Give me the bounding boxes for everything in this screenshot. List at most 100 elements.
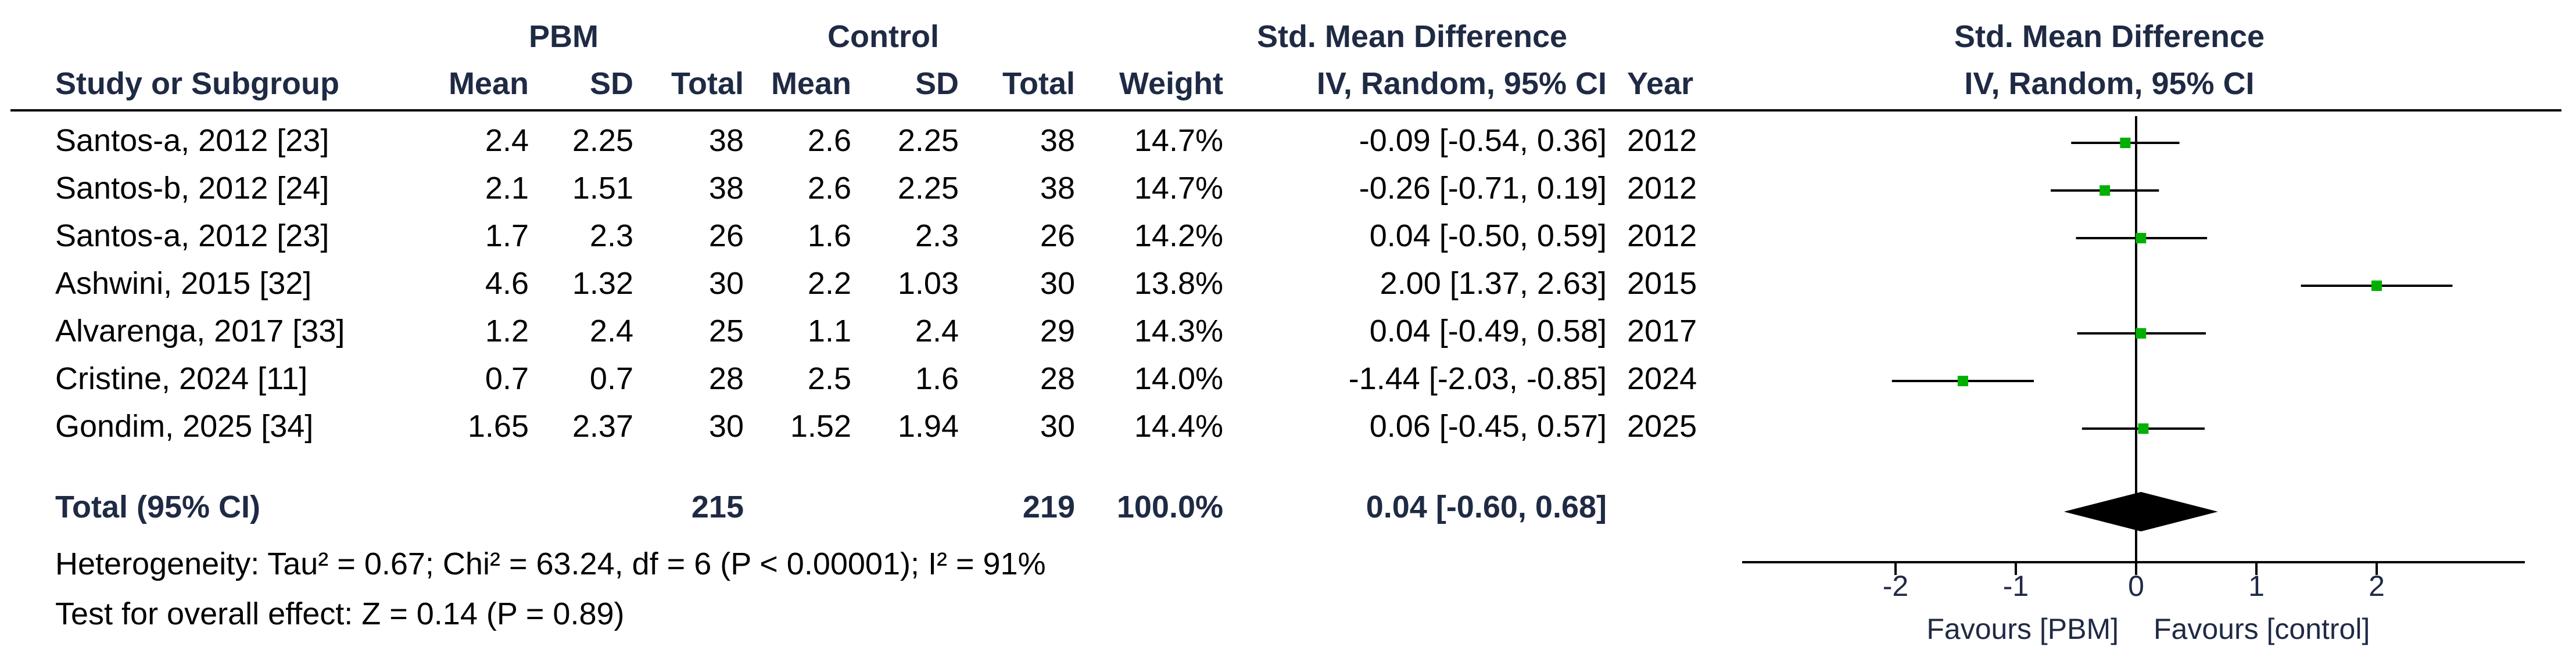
study-year: 2012: [1627, 218, 1697, 253]
study-year: 2012: [1627, 171, 1697, 206]
header-underline: [10, 109, 2561, 112]
study-name: Santos-b, 2012 [24]: [55, 171, 329, 206]
x-tick-label: -2: [1883, 570, 1908, 602]
study-name: Santos-a, 2012 [23]: [55, 218, 329, 253]
weight: 14.7%: [1134, 123, 1223, 158]
study-name: Gondim, 2025 [34]: [55, 409, 314, 444]
pbm-total: 38: [708, 171, 744, 206]
smd-ci: 0.04 [-0.50, 0.59]: [1369, 218, 1607, 253]
smd-ci: -1.44 [-2.03, -0.85]: [1348, 361, 1607, 396]
plot-header-subtitle: IV, Random, 95% CI: [1964, 66, 2255, 101]
weight: 14.4%: [1134, 409, 1223, 444]
col-header-pbm-total: Total: [671, 66, 744, 101]
total-control-n: 219: [1022, 490, 1075, 524]
plot-header-title: Std. Mean Difference: [1954, 19, 2265, 54]
smd-ci: -0.09 [-0.54, 0.36]: [1359, 123, 1607, 158]
pbm-mean: 1.7: [485, 218, 529, 253]
study-year: 2012: [1627, 123, 1697, 158]
pbm-mean: 2.1: [485, 171, 529, 206]
pbm-sd: 1.32: [572, 266, 633, 301]
control-total: 29: [1040, 314, 1075, 348]
pbm-sd: 2.4: [589, 314, 633, 348]
smd-ci: -0.26 [-0.71, 0.19]: [1359, 171, 1607, 206]
control-total: 28: [1040, 361, 1075, 396]
x-tick-label: 0: [2128, 570, 2144, 602]
control-mean: 2.6: [807, 171, 851, 206]
pbm-sd: 0.7: [589, 361, 633, 396]
control-total: 26: [1040, 218, 1075, 253]
pbm-mean: 0.7: [485, 361, 529, 396]
study-name: Alvarenga, 2017 [33]: [55, 314, 345, 348]
overall-effect-text: Test for overall effect: Z = 0.14 (P = 0…: [55, 596, 625, 631]
col-header-pbm-mean: Mean: [448, 66, 529, 101]
col-header-smd: IV, Random, 95% CI: [1316, 66, 1607, 101]
x-tick-label: 1: [2248, 570, 2265, 602]
heterogeneity-text: Heterogeneity: Tau² = 0.67; Chi² = 63.24…: [55, 547, 1046, 581]
pbm-total: 38: [708, 123, 744, 158]
study-name: Cristine, 2024 [11]: [55, 361, 308, 396]
study-name: Ashwini, 2015 [32]: [55, 266, 312, 301]
smd-ci: 0.06 [-0.45, 0.57]: [1369, 409, 1607, 444]
effect-point: [1957, 376, 1968, 386]
study-year: 2024: [1627, 361, 1697, 396]
effect-point: [2120, 138, 2131, 148]
pbm-total: 26: [708, 218, 744, 253]
control-sd: 2.3: [915, 218, 959, 253]
control-sd: 2.4: [915, 314, 959, 348]
pbm-sd: 1.51: [572, 171, 633, 206]
study-name: Santos-a, 2012 [23]: [55, 123, 329, 158]
favours-control-label: Favours [control]: [2154, 613, 2370, 645]
pooled-diamond: [2063, 492, 2218, 531]
total-weight: 100.0%: [1116, 490, 1223, 524]
control-total: 38: [1040, 171, 1075, 206]
control-total: 30: [1040, 266, 1075, 301]
pbm-mean: 2.4: [485, 123, 529, 158]
control-mean: 1.1: [807, 314, 851, 348]
favours-pbm-label: Favours [PBM]: [1926, 613, 2119, 645]
col-header-study: Study or Subgroup: [55, 66, 339, 101]
control-sd: 1.6: [915, 361, 959, 396]
total-label: Total (95% CI): [55, 490, 261, 524]
total-pbm-n: 215: [691, 490, 744, 524]
pbm-mean: 1.65: [467, 409, 529, 444]
study-year: 2015: [1627, 266, 1697, 301]
col-header-control-total: Total: [1002, 66, 1075, 101]
weight: 14.0%: [1134, 361, 1223, 396]
weight: 14.7%: [1134, 171, 1223, 206]
group-header-control: Control: [827, 19, 939, 54]
pbm-mean: 1.2: [485, 314, 529, 348]
effect-point: [2371, 281, 2382, 291]
smd-header-title: Std. Mean Difference: [1256, 19, 1568, 54]
study-row: Gondim, 2025 [34] 1.65 2.37 30 1.52 1.94…: [0, 405, 1720, 452]
weight: 13.8%: [1134, 266, 1223, 301]
pbm-mean: 4.6: [485, 266, 529, 301]
study-row: Ashwini, 2015 [32] 4.6 1.32 30 2.2 1.03 …: [0, 262, 1720, 310]
control-sd: 2.25: [897, 171, 959, 206]
study-row: Santos-a, 2012 [23] 1.7 2.3 26 1.6 2.3 2…: [0, 214, 1720, 262]
effect-point: [2100, 185, 2111, 196]
effect-point: [2136, 328, 2147, 339]
study-row: Cristine, 2024 [11] 0.7 0.7 28 2.5 1.6 2…: [0, 357, 1720, 405]
control-mean: 1.6: [807, 218, 851, 253]
control-mean: 2.6: [807, 123, 851, 158]
weight: 14.2%: [1134, 218, 1223, 253]
pbm-total: 28: [708, 361, 744, 396]
col-header-control-mean: Mean: [771, 66, 851, 101]
col-header-weight: Weight: [1119, 66, 1223, 101]
col-header-year: Year: [1627, 66, 1694, 101]
smd-ci: 2.00 [1.37, 2.63]: [1380, 266, 1607, 301]
effect-point: [2136, 233, 2147, 243]
pbm-sd: 2.37: [572, 409, 633, 444]
control-sd: 1.94: [897, 409, 959, 444]
group-header-pbm: PBM: [529, 19, 599, 54]
total-smd-ci: 0.04 [-0.60, 0.68]: [1366, 490, 1607, 524]
effect-point: [2138, 423, 2149, 434]
pbm-total: 30: [708, 409, 744, 444]
pbm-sd: 2.25: [572, 123, 633, 158]
weight: 14.3%: [1134, 314, 1223, 348]
x-tick-label: 2: [2369, 570, 2385, 602]
study-row: Santos-a, 2012 [23] 2.4 2.25 38 2.6 2.25…: [0, 119, 1720, 167]
control-total: 38: [1040, 123, 1075, 158]
